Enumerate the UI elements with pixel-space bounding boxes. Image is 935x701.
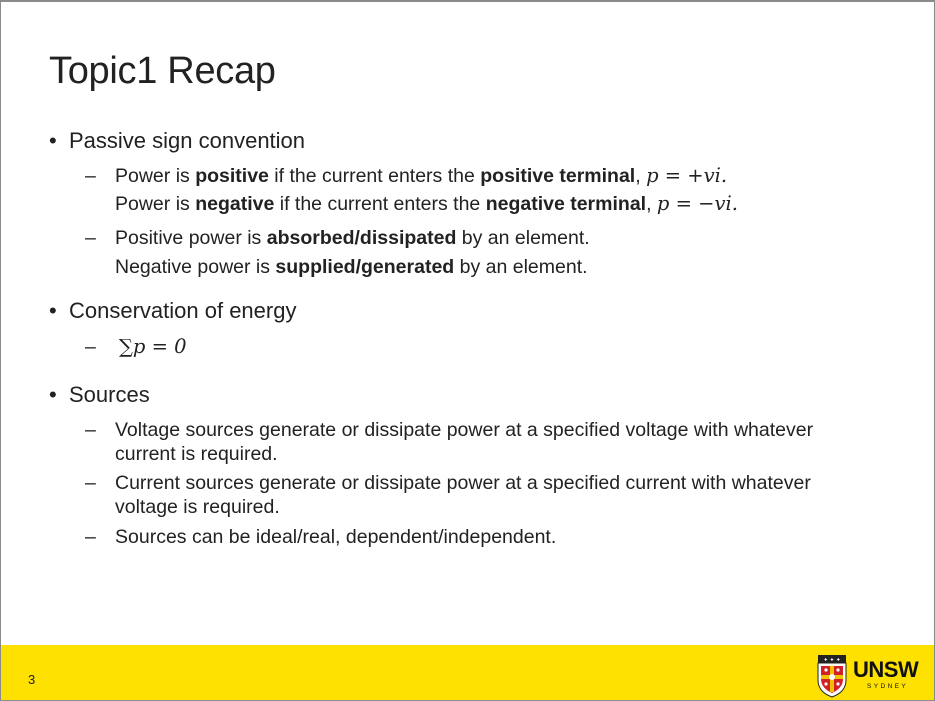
unsw-shield-icon: ✦ ✦ ✦ [817,655,847,698]
sub-item-text: Power is positive if the current enters … [115,164,875,216]
sub-item-energy-equation: – ∑p = 0 [85,335,875,361]
dash-glyph: – [85,336,96,358]
sub-item-source-types: – Sources can be ideal/real, dependent/i… [85,525,875,549]
emphasis: supplied/generated [275,256,455,278]
dash-glyph: – [85,419,96,441]
bullet-passive-sign-convention: • Passive sign convention [49,128,305,154]
sub-item-text: Sources can be ideal/real, dependent/ind… [115,526,557,548]
sub-item-text: ∑p = 0 [119,335,879,359]
text-run: , [635,165,647,187]
emphasis: absorbed/dissipated [266,227,457,249]
dash-glyph: – [85,526,96,548]
bullet-glyph: • [49,298,57,323]
sub-item-power-sign: – Power is positive if the current enter… [85,164,875,216]
negative-power-line: Negative power is supplied/generated by … [115,255,875,279]
text-run: by an element. [454,256,588,278]
power-negative-line: Power is negative if the current enters … [115,192,875,216]
footer-bar: 3 ✦ ✦ ✦ UNSW SYDNEY [1,645,934,700]
sub-item-text: Positive power is absorbed/dissipated by… [115,226,875,279]
text-run: , [646,193,657,215]
bullet-glyph: • [49,382,57,407]
equation: ∑p = 0 [119,335,187,358]
dash-glyph: – [85,472,96,494]
sub-item-text: Current sources generate or dissipate po… [115,472,811,518]
section-heading: Sources [69,382,150,407]
emphasis: negative terminal [485,193,647,215]
emphasis: positive terminal [480,165,636,187]
text-run: Power is [115,193,196,215]
unsw-logo: ✦ ✦ ✦ UNSW SYDNEY [813,653,923,699]
sub-item-text: Voltage sources generate or dissipate po… [115,419,814,465]
text-run: Power is [115,165,196,187]
sub-item-current-sources: – Current sources generate or dissipate … [85,471,875,519]
text-run: Negative power is [115,256,276,278]
section-heading: Passive sign convention [69,128,306,153]
logo-wordmark: UNSW [853,657,919,682]
emphasis: negative [195,193,275,215]
svg-text:✦ ✦ ✦: ✦ ✦ ✦ [823,657,841,664]
equation: p = +vi. [646,164,728,187]
bullet-sources: • Sources [49,382,150,408]
text-run: if the current enters the [274,193,486,215]
text-run: by an element. [456,227,590,249]
logo-subtext: SYDNEY [867,683,909,690]
bullet-conservation-of-energy: • Conservation of energy [49,298,296,324]
sub-item-voltage-sources: – Voltage sources generate or dissipate … [85,418,875,466]
text-run: if the current enters the [268,165,481,187]
dash-glyph: – [85,227,96,249]
emphasis: positive [195,165,269,187]
bullet-glyph: • [49,128,57,153]
positive-power-line: Positive power is absorbed/dissipated by… [115,226,875,250]
equation: p = −vi. [656,192,738,215]
section-heading: Conservation of energy [69,298,297,323]
sub-item-power-absorbed: – Positive power is absorbed/dissipated … [85,226,875,278]
text-run: Positive power is [115,227,267,249]
slide-title: Topic1 Recap [49,50,276,92]
dash-glyph: – [85,165,96,187]
power-positive-line: Power is positive if the current enters … [115,164,875,188]
page-number: 3 [28,672,36,687]
